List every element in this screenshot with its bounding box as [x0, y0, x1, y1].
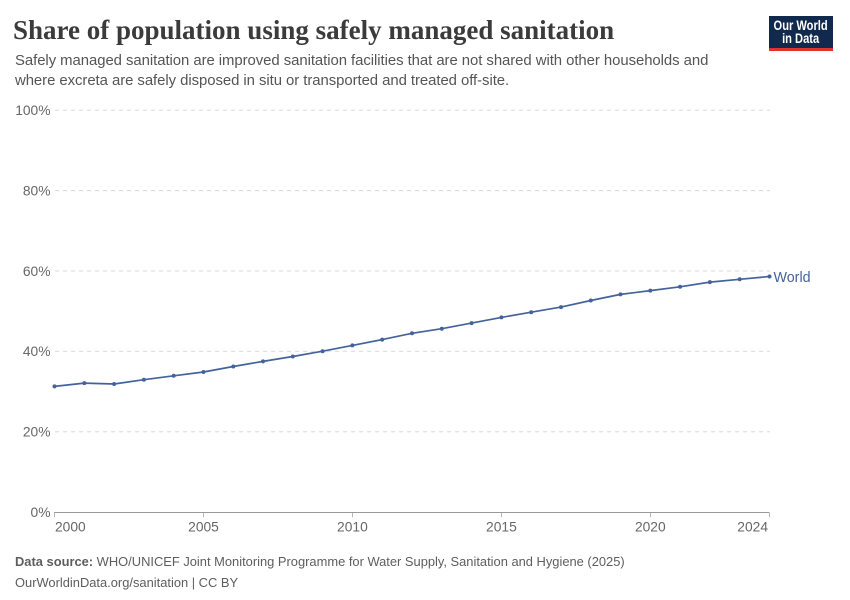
- svg-text:2015: 2015: [486, 520, 517, 535]
- svg-text:40%: 40%: [23, 344, 51, 359]
- svg-text:2000: 2000: [55, 520, 86, 535]
- svg-text:20%: 20%: [23, 425, 51, 440]
- svg-text:2024: 2024: [737, 520, 768, 535]
- svg-text:0%: 0%: [31, 505, 51, 520]
- svg-text:2010: 2010: [337, 520, 368, 535]
- svg-text:100%: 100%: [15, 103, 50, 118]
- svg-text:60%: 60%: [23, 264, 51, 279]
- svg-text:2005: 2005: [188, 520, 219, 535]
- svg-text:80%: 80%: [23, 183, 51, 198]
- svg-text:2020: 2020: [635, 520, 666, 535]
- svg-text:World: World: [774, 270, 811, 286]
